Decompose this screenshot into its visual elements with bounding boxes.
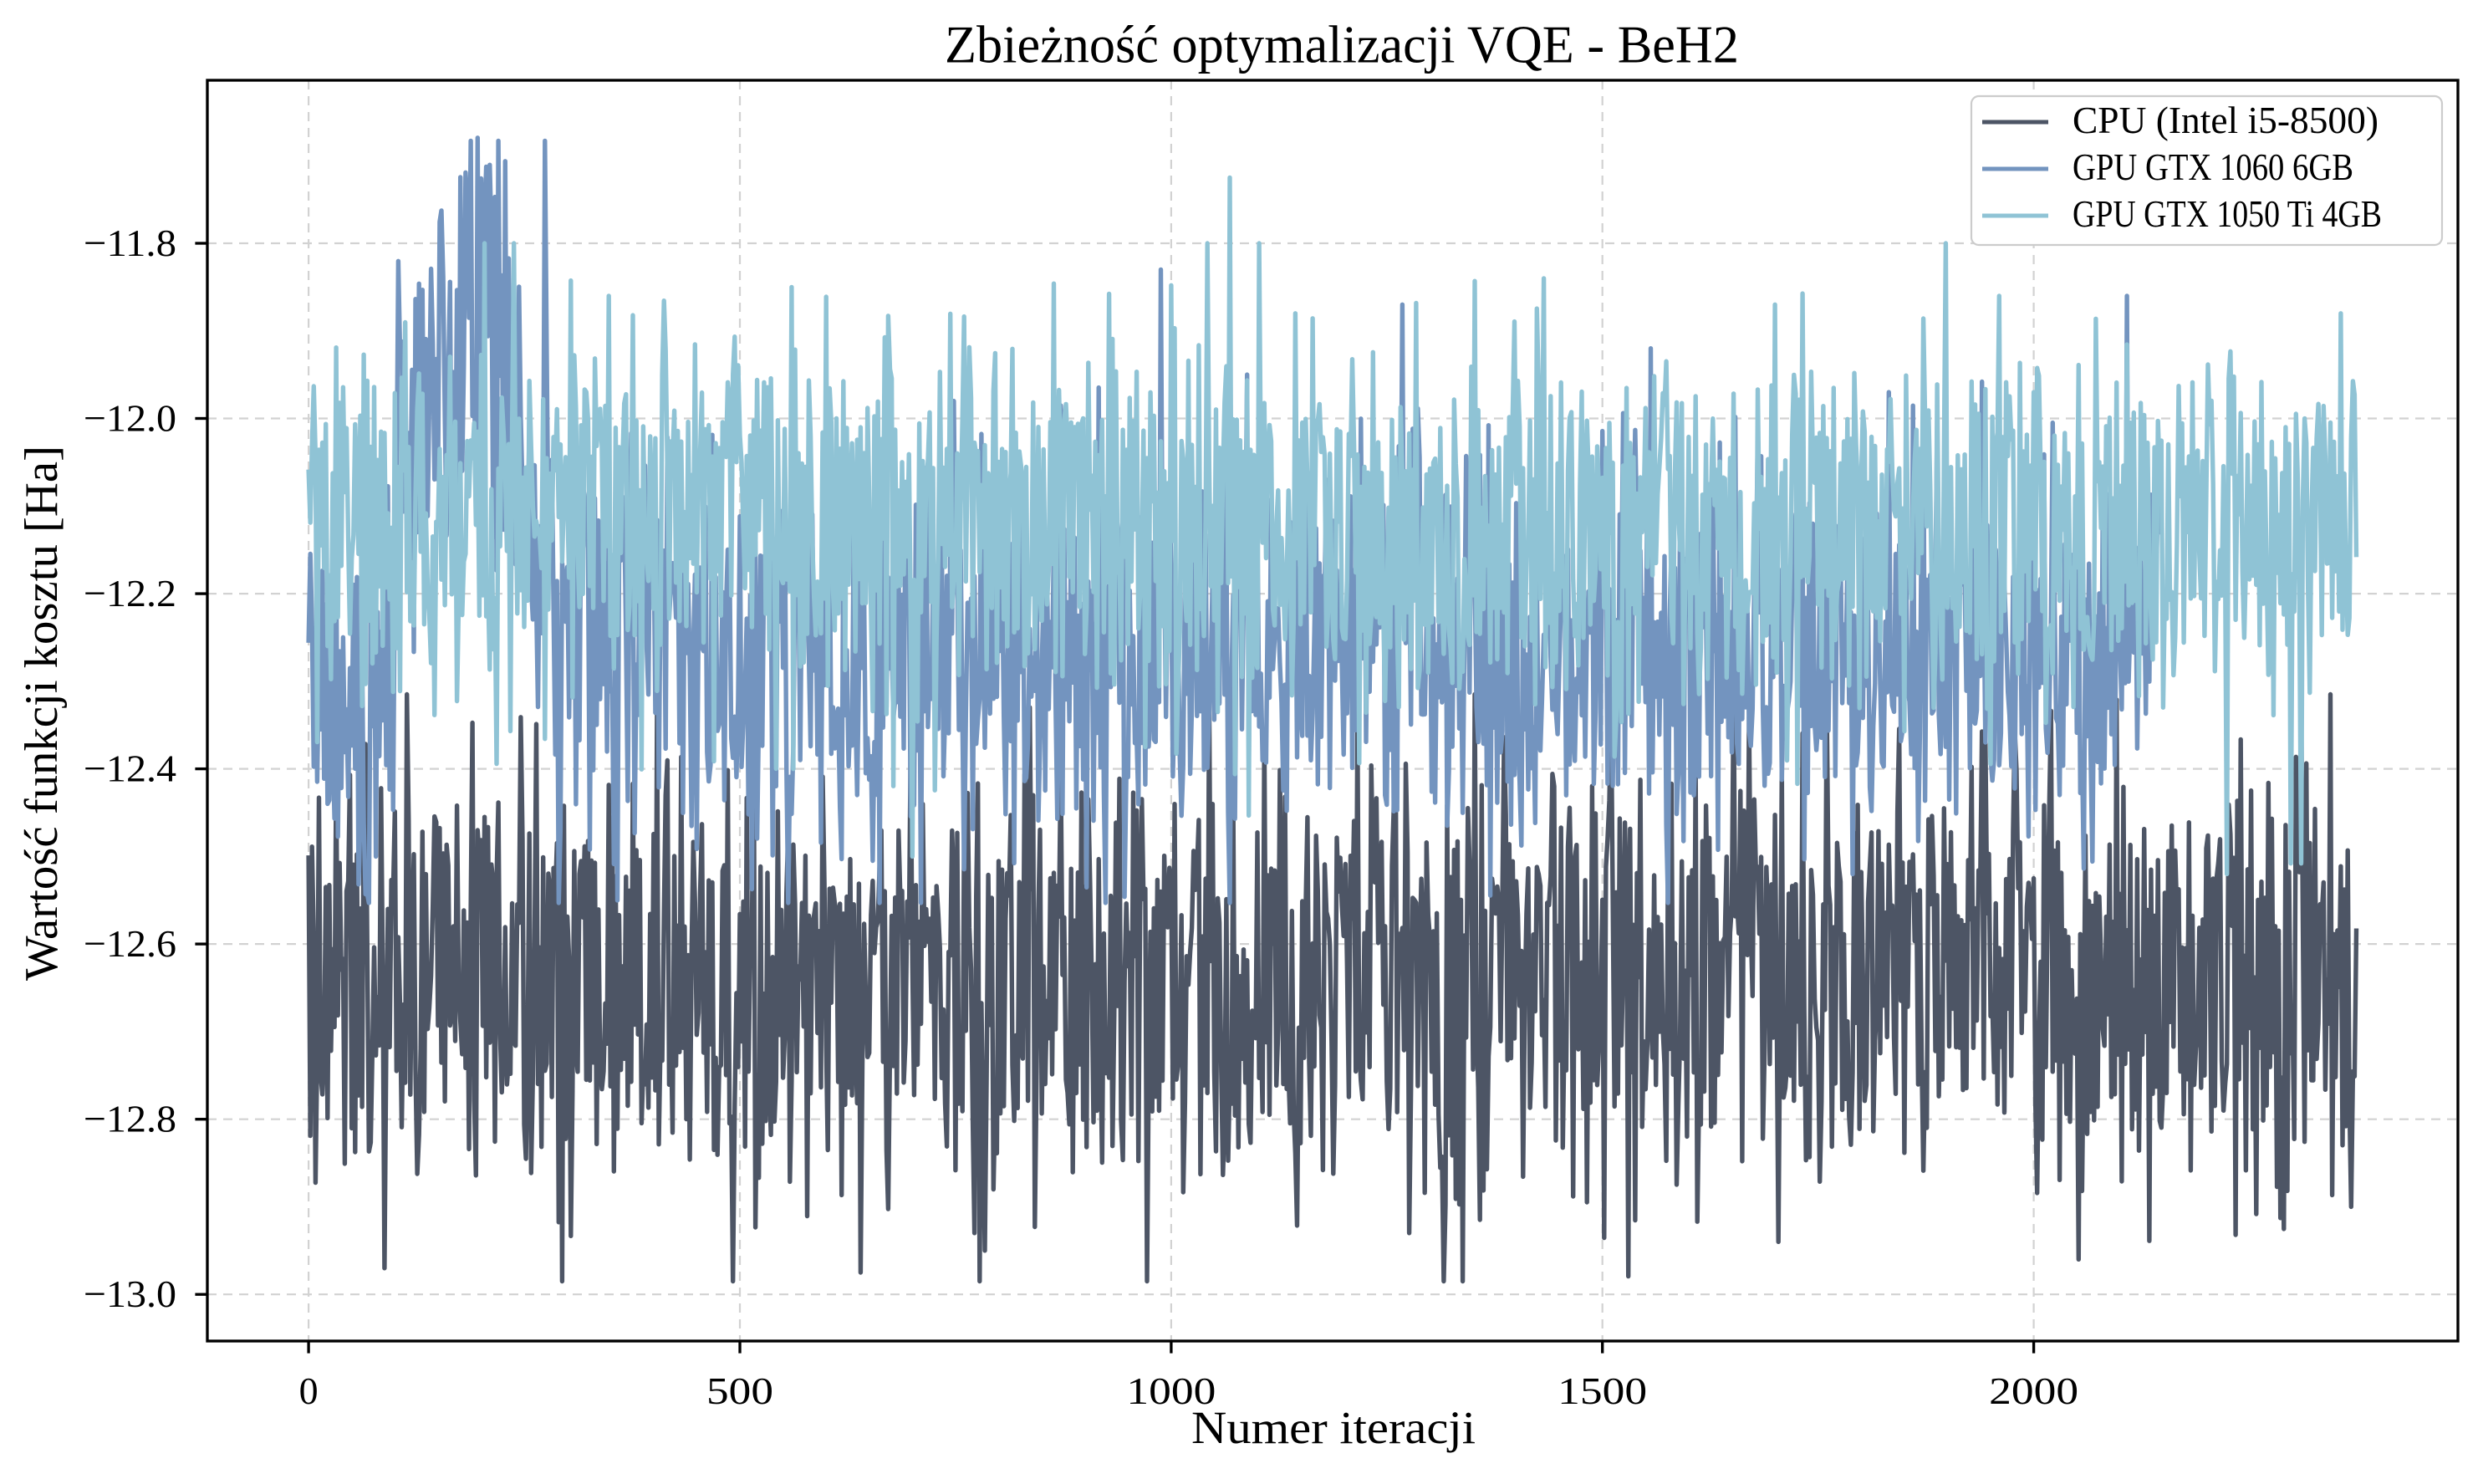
svg-text:500: 500 bbox=[706, 1369, 773, 1412]
svg-text:−12.4: −12.4 bbox=[84, 747, 176, 790]
svg-text:−12.2: −12.2 bbox=[84, 572, 176, 615]
svg-text:CPU (Intel i5-8500): CPU (Intel i5-8500) bbox=[2073, 99, 2378, 141]
svg-text:−12.8: −12.8 bbox=[84, 1098, 176, 1140]
svg-text:−13.0: −13.0 bbox=[84, 1272, 176, 1315]
svg-text:−12.6: −12.6 bbox=[84, 922, 176, 965]
svg-text:2000: 2000 bbox=[1989, 1369, 2078, 1412]
svg-text:Wartość funkcji kosztu [Ha]: Wartość funkcji kosztu [Ha] bbox=[16, 446, 68, 981]
svg-text:Zbieżność optymalizacji VQE -: Zbieżność optymalizacji VQE - BeH2 bbox=[945, 16, 1739, 74]
svg-text:Numer iteracji: Numer iteracji bbox=[1191, 1402, 1476, 1453]
svg-text:GPU GTX 1050 Ti 4GB: GPU GTX 1050 Ti 4GB bbox=[2073, 192, 2382, 235]
svg-text:1500: 1500 bbox=[1558, 1369, 1647, 1412]
svg-text:GPU GTX 1060 6GB: GPU GTX 1060 6GB bbox=[2073, 145, 2353, 188]
svg-text:−11.8: −11.8 bbox=[84, 222, 176, 264]
svg-text:1000: 1000 bbox=[1126, 1369, 1216, 1412]
svg-text:−12.0: −12.0 bbox=[84, 397, 176, 440]
svg-text:0: 0 bbox=[299, 1369, 319, 1412]
